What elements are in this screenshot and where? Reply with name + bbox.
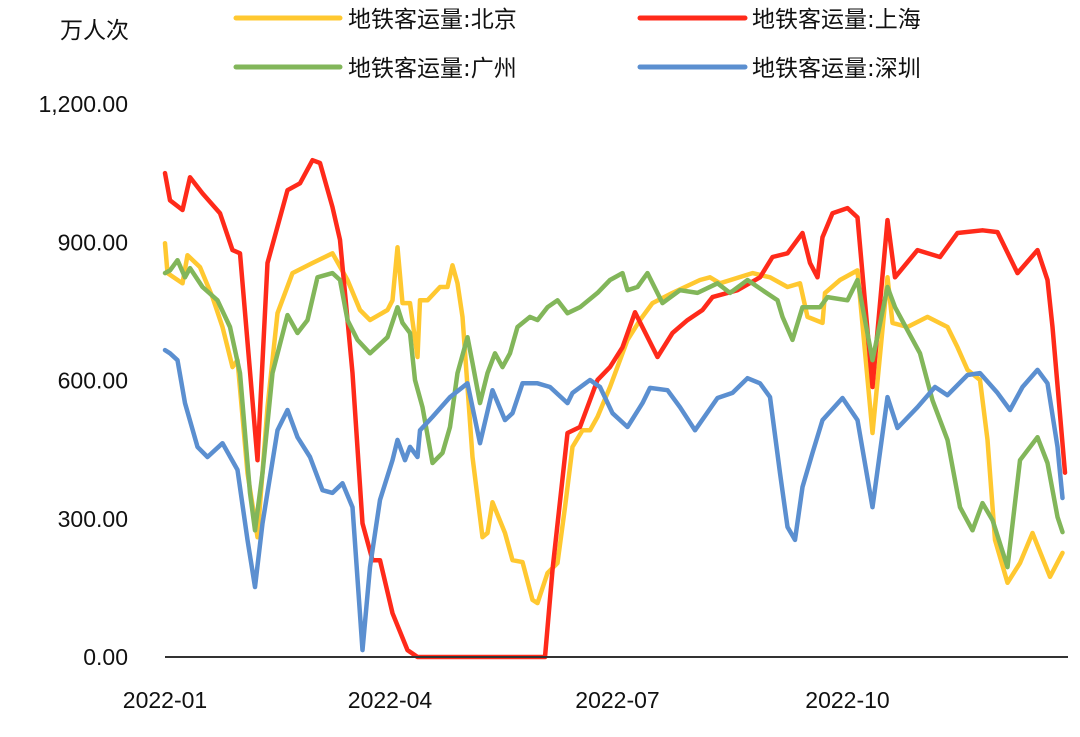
series-line-guangzhou bbox=[162, 257, 1065, 570]
x-tick-label: 2022-04 bbox=[348, 687, 433, 713]
y-tick-label: 900.00 bbox=[58, 229, 128, 255]
series-line-shenzhen bbox=[162, 347, 1065, 653]
legend-label-shenzhen: 地铁客运量:深圳 bbox=[752, 56, 921, 82]
y-tick-label: 300.00 bbox=[58, 506, 128, 532]
x-tick-label: 2022-01 bbox=[123, 687, 207, 713]
x-axis-ticks: 2022-01 2022-04 2022-07 2022-10 bbox=[123, 687, 890, 713]
legend-item-guangzhou: 地铁客运量:广州 bbox=[233, 56, 517, 82]
x-tick-label: 2022-10 bbox=[805, 687, 889, 713]
y-tick-label: 0.00 bbox=[83, 644, 128, 670]
y-axis-unit-label: 万人次 bbox=[60, 18, 129, 44]
legend-item-shanghai: 地铁客运量:上海 bbox=[637, 7, 921, 33]
y-tick-label: 1,200.00 bbox=[38, 91, 128, 117]
series-line-beijing bbox=[162, 240, 1065, 606]
y-axis-ticks: 0.00 300.00 600.00 900.00 1,200.00 bbox=[38, 91, 128, 670]
legend-item-shenzhen: 地铁客运量:深圳 bbox=[637, 56, 921, 82]
legend: 地铁客运量:北京 地铁客运量:上海 地铁客运量:广州 地铁客运量:深圳 bbox=[233, 7, 921, 82]
series-line-shanghai bbox=[162, 157, 1068, 660]
x-tick-label: 2022-07 bbox=[575, 687, 659, 713]
legend-item-beijing: 地铁客运量:北京 bbox=[233, 7, 517, 33]
series-lines bbox=[162, 157, 1068, 660]
legend-label-shanghai: 地铁客运量:上海 bbox=[752, 7, 921, 33]
legend-label-beijing: 地铁客运量:北京 bbox=[348, 7, 517, 33]
legend-label-guangzhou: 地铁客运量:广州 bbox=[348, 56, 517, 82]
y-tick-label: 600.00 bbox=[58, 368, 128, 394]
